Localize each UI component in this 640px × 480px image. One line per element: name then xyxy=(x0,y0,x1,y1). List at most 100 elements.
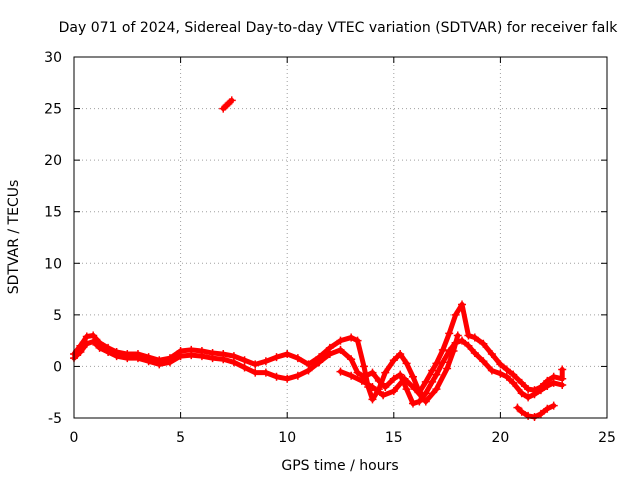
data-point xyxy=(517,389,526,398)
data-point xyxy=(227,96,236,105)
data-point xyxy=(379,391,388,400)
data-point xyxy=(443,364,452,373)
series-trace-segment xyxy=(444,348,456,371)
data-point xyxy=(283,350,292,359)
data-point xyxy=(517,378,526,387)
series-trace-segment xyxy=(355,338,367,369)
y-tick-label: 0 xyxy=(53,359,62,375)
y-axis-label: SDTVAR / TECUs xyxy=(6,180,22,295)
data-point xyxy=(187,351,196,360)
data-point xyxy=(470,333,479,342)
data-point xyxy=(283,374,292,383)
data-point xyxy=(517,407,526,416)
chart-title: Day 071 of 2024, Sidereal Day-to-day VTE… xyxy=(59,20,619,36)
data-point xyxy=(208,354,217,363)
data-point xyxy=(251,368,260,377)
x-tick-label: 5 xyxy=(176,430,185,446)
data-point xyxy=(524,393,533,402)
y-tick-label: 5 xyxy=(53,308,62,324)
data-point xyxy=(421,389,430,398)
data-point xyxy=(347,355,356,364)
series-trace-segment xyxy=(423,386,439,404)
data-point xyxy=(479,357,488,366)
data-point xyxy=(445,329,454,338)
series-track-b xyxy=(70,336,567,408)
series-trace-segment xyxy=(382,357,397,376)
data-point xyxy=(438,345,447,354)
data-point xyxy=(524,385,533,394)
data-point xyxy=(509,378,518,387)
data-point xyxy=(396,350,405,359)
series-track-c xyxy=(336,331,558,421)
data-point xyxy=(304,366,313,375)
data-point xyxy=(479,339,488,348)
data-point xyxy=(453,331,462,340)
series-trace-segment xyxy=(404,386,416,407)
data-point xyxy=(272,372,281,381)
data-point xyxy=(402,359,411,368)
series-trace-segment xyxy=(412,386,429,404)
data-point xyxy=(509,370,518,379)
data-point xyxy=(502,372,511,381)
data-point xyxy=(347,371,356,380)
data-point xyxy=(549,401,558,410)
data-point xyxy=(524,411,533,420)
data-point xyxy=(381,383,390,392)
y-tick-label: -5 xyxy=(48,411,62,427)
y-tick-label: 25 xyxy=(44,102,62,118)
data-point xyxy=(428,377,437,386)
data-point xyxy=(536,386,545,395)
data-point xyxy=(464,331,473,340)
data-point xyxy=(336,367,345,376)
data-point xyxy=(487,366,496,375)
data-point xyxy=(368,395,377,404)
data-point xyxy=(76,347,85,356)
data-point xyxy=(558,365,567,374)
x-tick-label: 25 xyxy=(598,430,616,446)
data-point xyxy=(502,365,511,374)
data-point xyxy=(165,358,174,367)
data-point xyxy=(470,349,479,358)
data-point xyxy=(82,332,91,341)
data-point xyxy=(112,352,121,361)
data-point xyxy=(240,356,249,365)
data-point xyxy=(368,368,377,377)
data-point xyxy=(374,376,383,385)
data-point xyxy=(155,360,164,369)
data-point xyxy=(272,353,281,362)
data-point xyxy=(458,336,467,345)
data-point xyxy=(458,300,467,309)
series-trace-segment xyxy=(391,376,407,394)
data-point xyxy=(353,368,362,377)
data-point xyxy=(428,366,437,375)
data-point xyxy=(536,409,545,418)
data-point xyxy=(336,336,345,345)
data-point xyxy=(549,378,558,387)
series-trace-segment xyxy=(433,365,450,392)
data-point xyxy=(293,354,302,363)
data-point xyxy=(315,358,324,367)
data-point xyxy=(411,385,420,394)
data-point xyxy=(240,363,249,372)
series-track-a xyxy=(70,300,567,404)
data-point xyxy=(123,354,132,363)
data-point xyxy=(359,362,368,371)
data-point xyxy=(543,382,552,391)
data-layer xyxy=(70,96,567,421)
data-point xyxy=(487,350,496,359)
data-point xyxy=(389,387,398,396)
data-point xyxy=(396,370,405,379)
data-point xyxy=(144,357,153,366)
x-tick-label: 20 xyxy=(491,430,509,446)
data-point xyxy=(389,356,398,365)
data-point xyxy=(530,390,539,399)
data-point xyxy=(543,404,552,413)
data-point xyxy=(408,399,417,408)
x-tick-label: 10 xyxy=(278,430,296,446)
y-tick-label: 15 xyxy=(44,205,62,221)
data-point xyxy=(325,350,334,359)
data-point xyxy=(104,347,113,356)
data-point xyxy=(219,355,228,364)
data-point xyxy=(197,352,206,361)
